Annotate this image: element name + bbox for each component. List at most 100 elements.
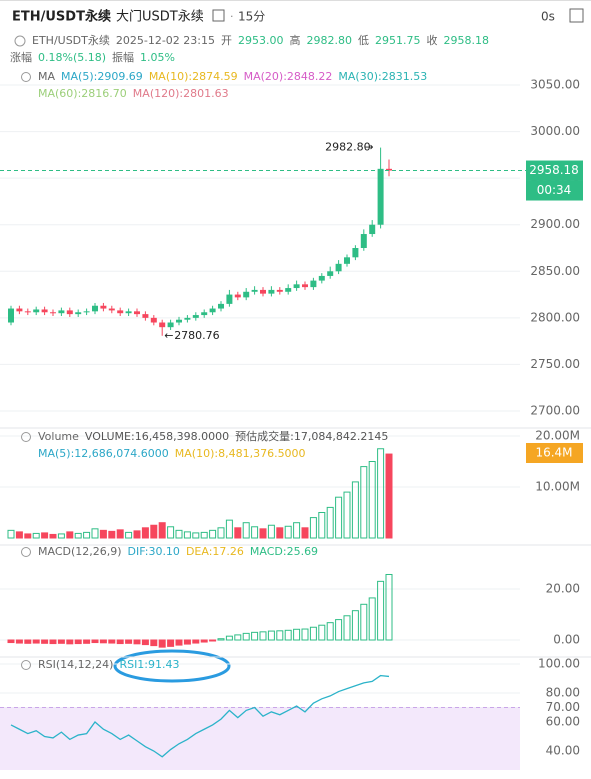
fullscreen-icon[interactable] <box>569 8 584 23</box>
volume-bar <box>125 531 133 539</box>
label: 涨幅 <box>10 51 32 64</box>
last-price: 2958.18 <box>529 163 579 177</box>
legend-item: MA(60):2816.70 <box>38 87 127 100</box>
macd-bar <box>192 639 200 644</box>
time: 2025-12-02 23:15 <box>116 34 215 47</box>
macd-bar <box>91 639 99 644</box>
volume-bar <box>377 448 385 539</box>
macd-bar <box>200 639 208 643</box>
panel-title: Volume <box>38 430 79 443</box>
macd-bar <box>368 597 376 641</box>
candle-body <box>251 289 258 292</box>
volume-bar <box>368 461 376 539</box>
volume-bar <box>351 481 359 539</box>
volume-bar <box>251 526 259 539</box>
candle-body <box>16 308 23 312</box>
toggle-icon[interactable] <box>14 35 26 47</box>
interval[interactable]: 15分 <box>238 10 265 24</box>
macd-bar <box>15 639 23 644</box>
volume-bar <box>150 524 158 539</box>
volume-bar <box>242 522 250 539</box>
y-tick-label: 80.00 <box>546 686 580 700</box>
last-price-tag <box>526 160 583 181</box>
candle-body <box>209 308 216 313</box>
macd-bar <box>41 639 49 644</box>
candle-body <box>33 309 40 313</box>
macd-bar <box>57 639 65 644</box>
candle-body <box>293 284 300 289</box>
close: 2958.18 <box>444 34 490 47</box>
y-tick-label: 70.00 <box>546 700 580 714</box>
candle-body <box>92 305 98 312</box>
candle-body <box>159 322 166 328</box>
macd-bar <box>74 639 82 645</box>
open: 2953.00 <box>238 34 284 47</box>
candle-body <box>24 311 31 313</box>
y-tick-label: 40.00 <box>546 744 580 758</box>
rsi-line <box>10 674 390 758</box>
macd-bar <box>99 639 107 644</box>
edit-icon[interactable] <box>212 9 225 22</box>
candle-body <box>142 314 149 318</box>
candle-body <box>8 308 14 323</box>
macd-bar <box>133 639 141 645</box>
volume-bar <box>385 453 393 539</box>
symbol[interactable]: ETH/USDT永续 <box>12 9 111 25</box>
macd-bar <box>141 639 149 646</box>
label: 振幅 <box>112 50 134 64</box>
macd-bar <box>234 634 242 641</box>
candle-body <box>352 248 359 258</box>
legend-item: MA(5):2909.69 <box>61 70 143 83</box>
volume-bar <box>32 532 40 539</box>
y-tick-label: 2900.00 <box>530 217 580 231</box>
volume-bar <box>217 527 225 539</box>
legend-item: 预估成交量:17,084,842.2145 <box>235 429 388 443</box>
max-label: 2982.80 <box>325 141 371 154</box>
candle-body <box>335 263 342 272</box>
macd-bar <box>335 619 343 641</box>
macd-bar <box>385 573 393 641</box>
volume-bar <box>91 528 99 539</box>
macd-bar <box>7 639 15 644</box>
legend-item: MA(20):2848.22 <box>244 70 333 83</box>
macd-bar <box>175 639 183 646</box>
macd-bar <box>83 639 91 644</box>
symbol: ETH/USDT永续 <box>32 33 110 47</box>
candle-body <box>302 284 308 288</box>
y-tick-label: 2700.00 <box>530 404 580 418</box>
volume-last: 16.4M <box>535 446 572 460</box>
legend-item: MA(5):12,686,074.6000 <box>38 447 169 460</box>
bell-icon <box>21 432 31 442</box>
y-tick-label: 20.00 <box>546 582 580 596</box>
macd-bar <box>108 639 116 644</box>
macd-bar <box>318 624 326 641</box>
candle-body <box>167 322 174 328</box>
legend-item: MA(10):2874.59 <box>149 70 238 83</box>
volume-bar <box>158 522 166 539</box>
candle-body <box>260 289 266 294</box>
volume-bar <box>284 525 292 539</box>
y-tick-label: 60.00 <box>546 715 580 729</box>
label: 高 <box>290 33 301 47</box>
volume-bar <box>133 530 141 539</box>
macd-bar <box>293 628 301 641</box>
contract-name: 大门USDT永续 <box>116 10 204 25</box>
high: 2982.80 <box>307 34 353 47</box>
y-tick-label: 20.00M <box>535 429 580 443</box>
volume-bar <box>234 527 242 539</box>
macd-bar <box>116 639 124 645</box>
countdown: 00:34 <box>537 183 572 197</box>
macd-bar <box>183 639 191 645</box>
volume-bar <box>318 512 326 539</box>
macd-bar <box>49 639 57 645</box>
candle-body <box>276 289 283 292</box>
volume-bar <box>83 531 91 539</box>
volume-tag <box>526 443 583 463</box>
y-tick-label: 3000.00 <box>530 124 580 138</box>
volume-bar <box>360 466 368 539</box>
amplitude: 1.05% <box>140 51 175 64</box>
timer: 0s <box>541 10 555 24</box>
volume-bar <box>15 531 23 539</box>
macd-bar <box>284 629 292 641</box>
